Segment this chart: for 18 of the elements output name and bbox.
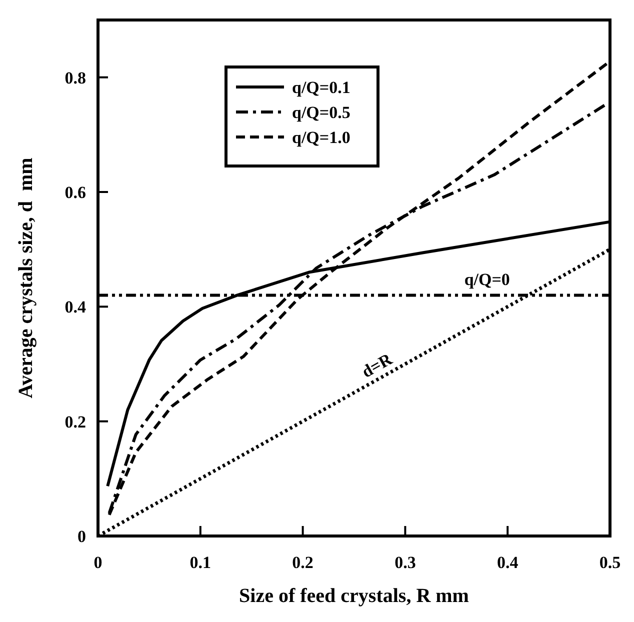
x-tick-label: 0.3 <box>394 553 416 572</box>
y-tick-label: 0.2 <box>64 412 86 432</box>
x-tick-label: 0.1 <box>190 553 212 572</box>
x-tick-label: 0.2 <box>292 553 314 572</box>
x-axis-title: Size of feed crystals, R mm <box>239 585 470 607</box>
legend-label: q/Q=0.5 <box>292 103 350 122</box>
legend-label: q/Q=1.0 <box>292 128 350 147</box>
ref-line-label: q/Q=0 <box>464 270 510 290</box>
annotation: d=R <box>358 349 396 382</box>
x-tick-label: 0.5 <box>599 553 621 572</box>
x-tick-label: 0 <box>94 553 102 572</box>
legend-label: q/Q=0.1 <box>292 78 350 97</box>
y-tick-label: 0 <box>78 527 86 546</box>
y-axis-title: Average crystals size, d mm <box>15 157 37 398</box>
y-tick-label: 0.8 <box>64 68 86 88</box>
y-tick-label: 0.6 <box>64 183 86 202</box>
x-tick-label: 0.4 <box>496 553 519 572</box>
y-tick-label: 0.4 <box>64 298 86 317</box>
